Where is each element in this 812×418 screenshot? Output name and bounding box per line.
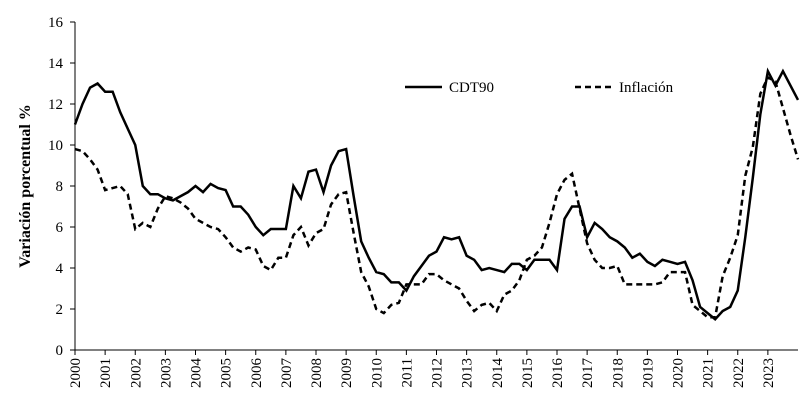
series-line — [73, 67, 800, 321]
x-tick-label: 2020 — [671, 358, 687, 388]
x-tick-label: 2004 — [189, 358, 205, 389]
x-tick-label: 2015 — [520, 358, 536, 388]
legend-label: Inflación — [619, 80, 674, 96]
x-tick-label: 2012 — [430, 358, 446, 388]
y-tick-label: 0 — [56, 343, 64, 359]
y-tick-label: 4 — [56, 261, 64, 277]
y-tick-label: 6 — [56, 220, 64, 236]
x-tick-label: 2008 — [309, 358, 325, 388]
y-tick-label: 10 — [48, 138, 63, 154]
x-tick-label: 2002 — [128, 358, 144, 388]
y-tick-label: 8 — [56, 179, 64, 195]
x-tick-label: 2023 — [761, 358, 777, 388]
x-tick-label: 2022 — [731, 358, 747, 388]
x-tick-label: 2006 — [249, 358, 265, 389]
y-axis-label: Variación porcentual % — [17, 104, 34, 268]
x-tick-label: 2005 — [219, 358, 235, 388]
y-tick-label: 16 — [48, 15, 64, 31]
series-line — [74, 75, 800, 319]
x-tick-label: 2003 — [158, 358, 174, 388]
x-tick-label: 2016 — [550, 358, 566, 389]
x-tick-label: 2009 — [339, 358, 355, 388]
x-tick-label: 2000 — [68, 358, 84, 388]
x-tick-label: 2007 — [279, 358, 295, 389]
x-tick-label: 2019 — [640, 358, 656, 388]
x-tick-label: 2014 — [490, 358, 506, 389]
x-tick-label: 2011 — [399, 358, 415, 387]
x-tick-label: 2021 — [701, 358, 717, 388]
x-tick-label: 2017 — [580, 358, 596, 389]
y-tick-label: 2 — [56, 302, 64, 318]
x-tick-label: 2010 — [369, 358, 385, 388]
x-tick-label: 2001 — [98, 358, 114, 388]
x-tick-label: 2013 — [460, 358, 476, 388]
y-tick-label: 14 — [48, 56, 64, 72]
x-tick-label: 2018 — [610, 358, 626, 388]
legend-label: CDT90 — [449, 80, 494, 96]
y-tick-label: 12 — [48, 97, 63, 113]
